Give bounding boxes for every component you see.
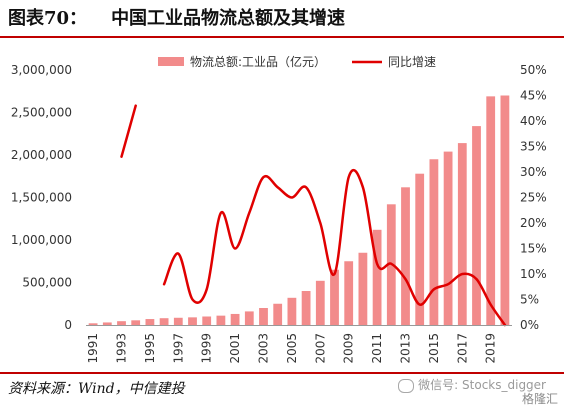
bar-2015 [429,159,439,325]
figure-title: 图表70： 中国工业品物流总额及其增速 [8,4,345,34]
bar-2006 [301,291,311,325]
bar-2018 [472,126,481,325]
x-tick-1997: 1997 [171,333,185,364]
y-left-tick-2500000: 2,500,000 [11,106,72,120]
bar-2007 [315,280,325,325]
bar-2010 [358,252,368,325]
x-tick-2005: 2005 [285,333,299,364]
bar-1994 [131,320,141,325]
bar-1998 [188,317,197,325]
y-right-tick-15: 15% [520,242,547,256]
y-right-tick-40: 40% [520,114,547,128]
bar-1996 [159,318,169,325]
bar-2020 [500,95,510,325]
bar-2003 [259,308,268,325]
y-left-tick-2000000: 2,000,000 [11,148,72,162]
bar-1995 [145,319,155,325]
bar-2004 [273,303,283,325]
growth-line-segment-1 [162,168,507,327]
y-axis-right: 0% 5% 10% 15% 20% 25% 30% 35% 40% 45% 50% [520,63,547,332]
source-note: 资料来源：Wind，中信建投 [8,381,185,397]
top-rule [0,36,564,38]
y-right-tick-50: 50% [520,63,547,77]
bar-2013 [401,187,410,325]
bar-2017 [457,143,467,325]
bar-2000 [216,315,226,325]
bar-1997 [173,317,183,325]
y-left-tick-3000000: 3,000,000 [11,63,72,77]
x-tick-1991: 1991 [86,333,100,364]
x-tick-2013: 2013 [399,333,413,364]
y-left-tick-1500000: 1,500,000 [11,191,72,205]
bar-2011 [372,229,382,325]
watermark: 微信号: Stocks_digger [398,376,546,393]
x-tick-2015: 2015 [427,333,441,364]
y-right-tick-35: 35% [520,140,547,154]
bar-1991 [88,323,98,325]
y-right-tick-25: 25% [520,191,547,205]
y-right-tick-10: 10% [520,267,547,281]
x-tick-2007: 2007 [313,333,327,364]
bar-2005 [287,297,297,325]
bar-2001 [230,313,240,325]
y-right-tick-45: 45% [520,89,547,103]
watermark-text: 微信号: Stocks_digger [418,378,546,392]
y-left-tick-500000: 500,000 [22,276,72,290]
x-tick-2001: 2001 [228,333,242,364]
wechat-icon [398,378,415,393]
y-left-tick-1000000: 1,000,000 [11,233,72,247]
legend-bar-label: 物流总额:工业品（亿元） [190,54,326,69]
bar-1999 [202,316,212,325]
line-series [120,104,507,327]
bar-2016 [443,151,453,325]
bottom-rule [0,372,564,374]
x-tick-1993: 1993 [115,333,129,364]
x-tick-2017: 2017 [455,333,469,364]
y-left-tick-0: 0 [64,318,72,332]
figure-label: 图表70： [8,8,88,29]
bar-1992 [102,322,112,325]
x-tick-2003: 2003 [257,333,271,364]
legend-line-label: 同比增速 [388,55,436,69]
bar-2019 [486,96,496,325]
bar-2009 [344,261,354,325]
y-right-tick-20: 20% [520,216,547,230]
bar-series [88,95,510,325]
x-tick-1999: 1999 [200,333,214,364]
legend-bar-swatch [158,57,184,66]
x-tick-2011: 2011 [370,333,384,364]
bar-2014 [415,173,425,325]
y-right-tick-30: 30% [520,165,547,179]
site-logo: 格隆汇 [521,392,558,406]
x-tick-1995: 1995 [143,333,157,364]
growth-line-segment-0 [120,104,137,158]
y-axis-left: 0 500,000 1,000,000 1,500,000 2,000,000 2,500… [11,63,72,332]
x-tick-2019: 2019 [484,333,498,364]
y-right-tick-5: 5% [520,293,539,307]
legend: 物流总额:工业品（亿元） 同比增速 [158,54,436,69]
x-tick-2009: 2009 [342,333,356,364]
y-right-tick-0: 0% [520,318,539,332]
x-axis: 1991 1993 1995 1997 1999 2001 2003 2005 2007 2009… [86,325,512,364]
bar-1993 [117,321,126,325]
bar-2002 [244,311,254,325]
bar-2008 [330,269,339,325]
chart-title: 中国工业品物流总额及其增速 [111,8,346,29]
